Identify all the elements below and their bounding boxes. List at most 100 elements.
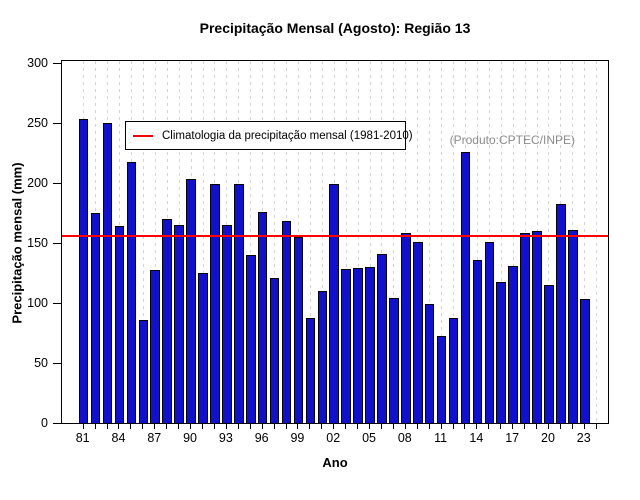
bar-2013 <box>460 151 471 423</box>
legend: Climatologia da precipitação mensal (198… <box>125 121 413 150</box>
bar-1992 <box>210 184 220 423</box>
bar-1983 <box>102 122 113 423</box>
gridline-1997 <box>274 61 276 423</box>
bar-1988 <box>162 218 172 423</box>
x-tick-1995 <box>249 424 251 429</box>
gridline-2020 <box>548 61 550 423</box>
y-tick-0 <box>53 423 61 424</box>
bar-2010 <box>424 304 435 423</box>
gridline-2003 <box>345 61 347 423</box>
x-tick-2016 <box>500 424 502 429</box>
x-tick-2019 <box>536 424 538 429</box>
bar-2020 <box>544 284 554 423</box>
bar-2023 <box>579 299 590 423</box>
gridline-2004 <box>357 61 359 423</box>
x-tick-2023 <box>583 424 585 429</box>
x-tick-label-1987: 87 <box>147 431 162 445</box>
x-tick-1990 <box>190 424 192 429</box>
bar-1989 <box>174 224 184 423</box>
x-tick-2003 <box>345 424 347 429</box>
x-axis-title: Ano <box>322 455 348 470</box>
x-tick-label-2023: 23 <box>576 431 591 445</box>
x-tick-2010 <box>428 424 430 429</box>
x-tick-2007 <box>392 424 394 429</box>
bar-1984 <box>114 226 125 423</box>
legend-label: Climatologia da precipitação mensal (198… <box>162 129 413 142</box>
x-tick-2008 <box>404 424 406 429</box>
gridline-1991 <box>202 61 204 423</box>
x-tick-2005 <box>369 424 371 429</box>
bar-1995 <box>245 254 256 423</box>
x-tick-2021 <box>559 424 561 429</box>
y-tick-200 <box>53 183 61 184</box>
bar-2006 <box>377 253 387 423</box>
y-tick-50 <box>53 363 61 364</box>
bar-1987 <box>150 270 161 423</box>
x-tick-label-2017: 17 <box>505 431 520 445</box>
legend-line-swatch <box>133 134 153 137</box>
x-tick-2001 <box>321 424 323 429</box>
bar-2018 <box>520 233 530 423</box>
x-tick-1999 <box>297 424 299 429</box>
gridline-2024 <box>596 61 598 423</box>
x-tick-2000 <box>309 424 311 429</box>
bar-2008 <box>401 233 411 423</box>
x-tick-1981 <box>82 424 84 429</box>
x-tick-label-2005: 05 <box>362 431 376 445</box>
x-tick-2020 <box>547 424 549 429</box>
y-tick-label-50: 50 <box>34 356 48 370</box>
climatology-line <box>62 234 608 237</box>
bar-1981 <box>78 119 89 423</box>
x-tick-label-1999: 99 <box>290 431 305 445</box>
gridline-1987 <box>154 61 156 423</box>
x-tick-2011 <box>440 424 442 429</box>
bar-2011 <box>436 336 447 423</box>
x-tick-2004 <box>357 424 359 429</box>
x-tick-2015 <box>488 424 490 429</box>
plot-area: Climatologia da precipitação mensal (198… <box>61 60 609 424</box>
gridline-2000 <box>309 61 311 423</box>
bar-1999 <box>293 236 304 423</box>
x-tick-2009 <box>416 424 418 429</box>
bar-1996 <box>257 211 268 423</box>
x-tick-label-1990: 90 <box>183 431 198 445</box>
x-tick-2024 <box>595 424 597 429</box>
y-tick-label-100: 100 <box>27 296 48 310</box>
gridline-2017 <box>512 61 514 423</box>
x-tick-2002 <box>333 424 335 429</box>
bar-1990 <box>186 179 196 423</box>
x-tick-label-1996: 96 <box>254 431 269 445</box>
x-tick-1996 <box>261 424 263 429</box>
bar-2021 <box>556 204 566 423</box>
gridline-2012 <box>453 61 455 423</box>
bar-1985 <box>126 162 137 423</box>
x-tick-1997 <box>273 424 275 429</box>
x-tick-2012 <box>452 424 454 429</box>
y-tick-100 <box>53 303 61 304</box>
x-tick-1991 <box>202 424 203 429</box>
bar-1991 <box>198 272 208 423</box>
x-tick-1994 <box>237 424 239 429</box>
bar-1998 <box>281 221 292 423</box>
bar-2004 <box>353 268 363 423</box>
bar-2007 <box>389 298 399 423</box>
x-tick-1986 <box>142 424 144 429</box>
y-tick-150 <box>53 243 61 244</box>
bar-1982 <box>90 212 101 423</box>
x-tick-label-1981: 81 <box>75 431 90 445</box>
plot-canvas <box>62 61 608 423</box>
source-annotation: (Produto:CPTEC/INPE) <box>449 133 575 147</box>
x-tick-2017 <box>512 424 514 429</box>
gridline-2001 <box>321 61 323 423</box>
gridline-2023 <box>584 61 586 423</box>
gridline-2005 <box>369 61 371 423</box>
x-tick-label-2011: 11 <box>434 431 448 445</box>
gridline-2011 <box>441 61 443 423</box>
bar-2002 <box>329 184 340 423</box>
x-tick-1992 <box>213 424 215 429</box>
gridline-2006 <box>381 61 383 423</box>
bar-2005 <box>365 266 375 423</box>
bar-2001 <box>317 290 328 423</box>
x-tick-1985 <box>130 424 132 429</box>
